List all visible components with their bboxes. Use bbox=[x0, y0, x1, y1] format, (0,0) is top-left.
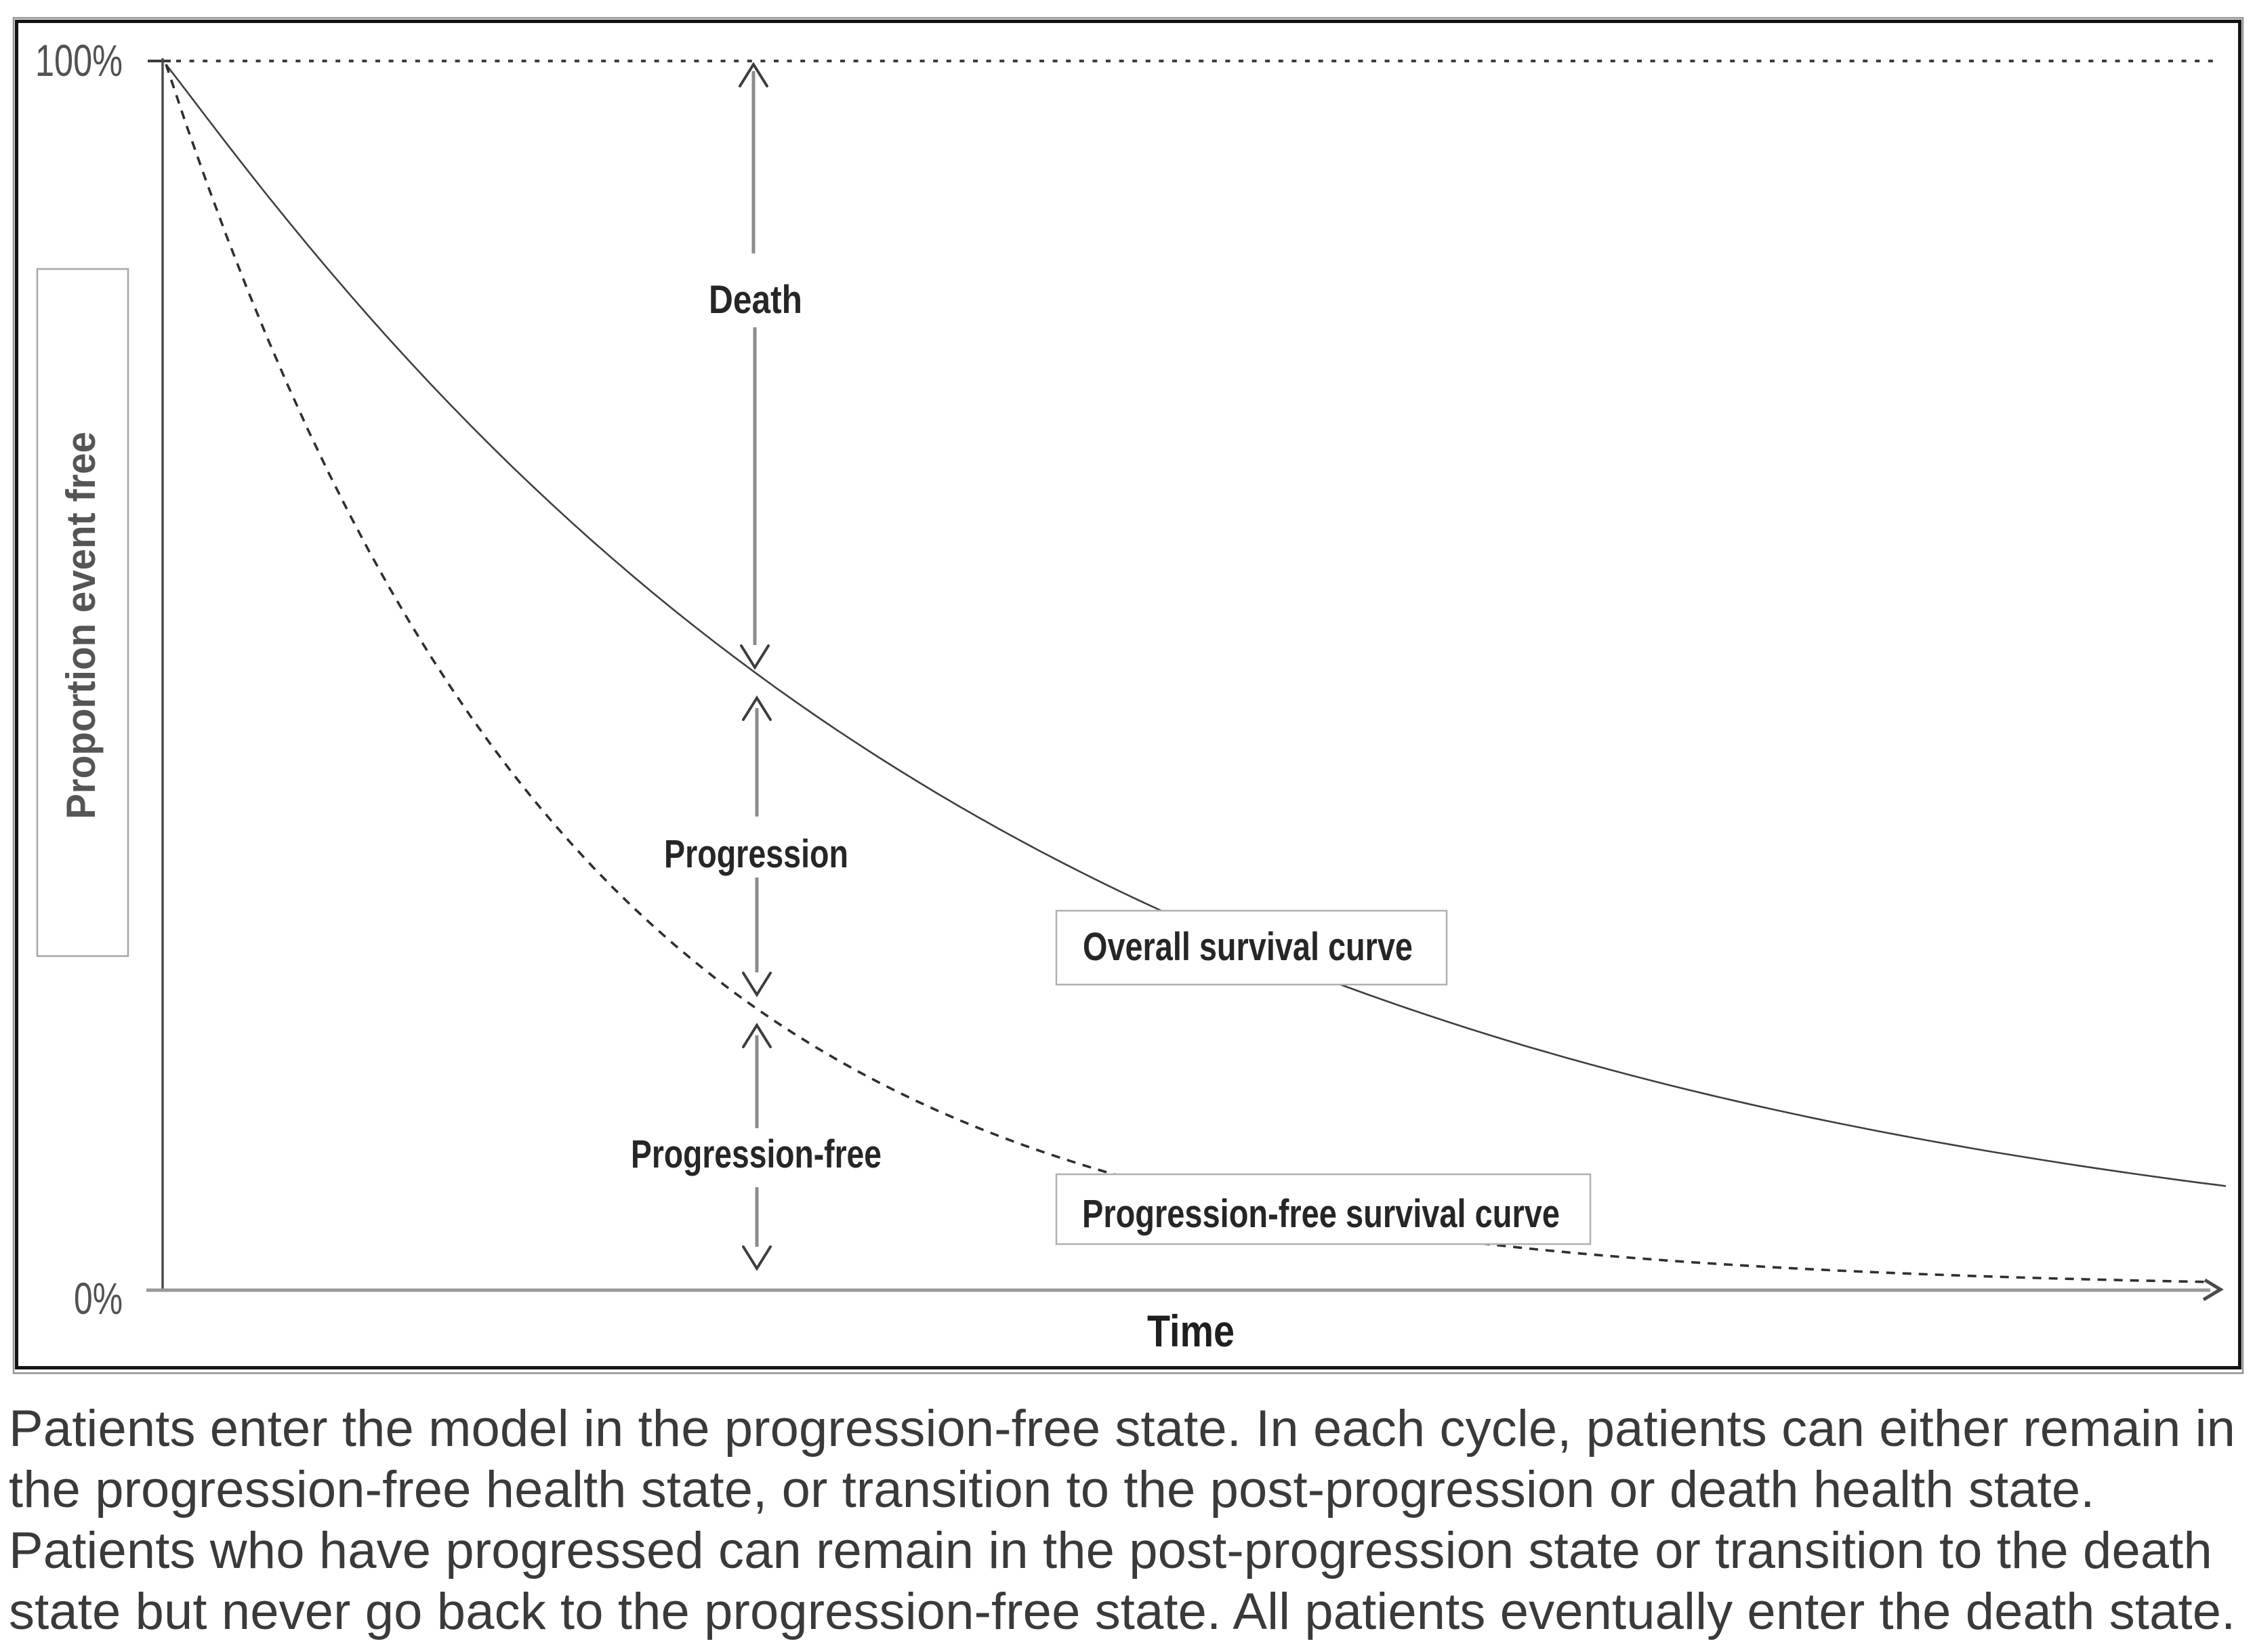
svg-text:Progression-free survival curv: Progression-free survival curve bbox=[1082, 1192, 1560, 1236]
svg-text:100%: 100% bbox=[35, 35, 123, 85]
svg-text:Overall survival curve: Overall survival curve bbox=[1083, 925, 1413, 969]
svg-text:Proportion event free: Proportion event free bbox=[58, 432, 104, 819]
svg-text:0%: 0% bbox=[74, 1273, 123, 1323]
svg-text:Progression: Progression bbox=[664, 832, 848, 876]
svg-text:Progression-free: Progression-free bbox=[631, 1132, 882, 1176]
svg-text:Time: Time bbox=[1147, 1306, 1235, 1356]
svg-text:Death: Death bbox=[709, 278, 802, 322]
